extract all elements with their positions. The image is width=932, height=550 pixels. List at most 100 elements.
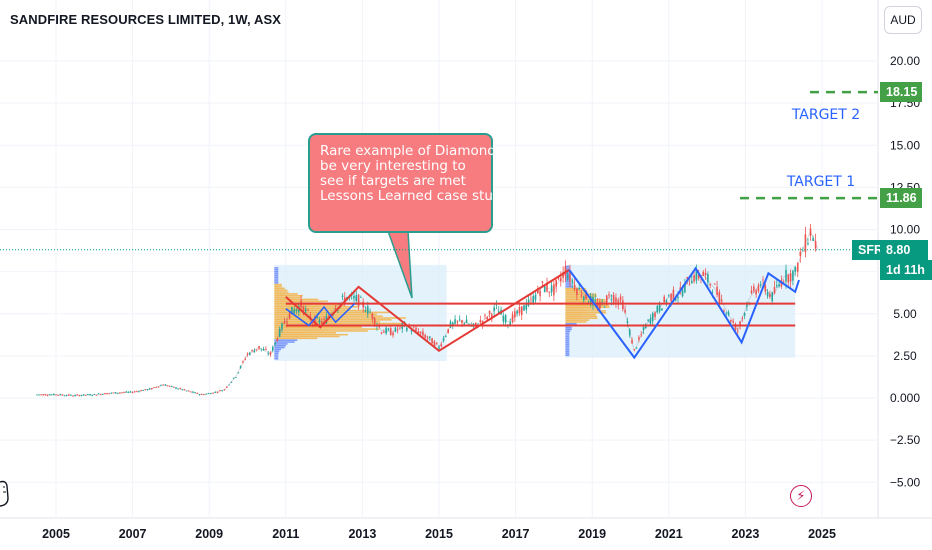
volume-profile-bar [565, 345, 570, 347]
volume-profile-bar [565, 280, 570, 283]
candle-body [133, 391, 136, 393]
candle-body [228, 384, 230, 386]
candle-body [175, 387, 177, 389]
candle-body [177, 388, 179, 390]
candle-body [412, 327, 415, 329]
candle-body [269, 352, 272, 355]
candle-body [516, 310, 518, 314]
volume-profile-bar [565, 339, 570, 342]
candle-body [59, 394, 62, 396]
candle-body [44, 394, 47, 396]
candle-body [684, 283, 686, 293]
candle-body [385, 327, 387, 334]
candle-body [704, 272, 707, 275]
candle-body [419, 331, 422, 334]
volume-profile-bar [576, 321, 587, 323]
volume-profile-bar [274, 285, 279, 288]
candle-body [200, 394, 203, 395]
candle-body [520, 306, 523, 315]
volume-profile-bar [279, 287, 285, 290]
candle-body [814, 241, 817, 249]
volume-profile-bar [565, 287, 577, 290]
candle-body [78, 395, 81, 397]
pattern-drawings: TARGET 2 TARGET 1 [0, 90, 878, 360]
candle-body [771, 292, 774, 302]
candle-body [759, 284, 762, 286]
candle-body [42, 394, 45, 396]
candle-body [451, 322, 454, 325]
candle-body [504, 315, 507, 323]
candle-body [196, 392, 199, 394]
candle-body [48, 394, 51, 396]
candle-body [170, 386, 173, 387]
y-tick-label: 0.000 [890, 391, 920, 405]
candle-body [378, 326, 381, 328]
volume-profile-bar [565, 310, 587, 312]
candle-body [711, 292, 714, 293]
bolt-icon[interactable]: ⚡ [790, 485, 812, 507]
volume-profile-bar [274, 331, 307, 334]
candle-body [633, 349, 636, 350]
volume-profile-bar [274, 343, 288, 345]
candle-body [599, 302, 601, 309]
candle-body [608, 294, 610, 296]
volume-profile-bar [565, 330, 571, 333]
y-tick-label: −5.00 [890, 475, 921, 489]
candle-body [341, 295, 344, 297]
candle-body [237, 372, 240, 374]
volume-profile-bar [274, 348, 281, 351]
candle-body [656, 306, 659, 313]
volume-profile-bar [329, 320, 380, 323]
currency-button[interactable]: AUD [884, 6, 922, 34]
candle-body [417, 331, 420, 335]
candle-body [804, 234, 807, 253]
candle-body [550, 285, 553, 293]
candle-body [631, 339, 633, 344]
x-tick-label: 2023 [731, 527, 759, 541]
target-1-price-label: 11.86 [880, 188, 922, 209]
candle-body [596, 303, 599, 309]
candle-body [785, 269, 787, 282]
candle-body [665, 300, 668, 303]
volume-profile-bar [281, 291, 289, 293]
candle-body [514, 311, 516, 318]
candle-body [693, 275, 695, 282]
volume-profile-bar [274, 350, 280, 353]
volume-profile-bar [274, 274, 279, 277]
volume-profile-bar [313, 333, 348, 336]
volume-profile-bar [565, 354, 570, 357]
candle-body [314, 316, 316, 326]
candle-body [438, 346, 440, 349]
candle-body [114, 392, 117, 394]
volume-profile-bar [565, 308, 583, 310]
candle-body [541, 281, 544, 283]
candle-body [203, 394, 205, 396]
volume-profile-bar [577, 319, 590, 321]
volume-profile-bar [565, 347, 570, 349]
hand-icon[interactable] [0, 478, 10, 508]
candle-body [76, 394, 79, 396]
annotation-callout[interactable]: Rare example of Diamond be very interest… [308, 133, 509, 233]
candle-body [743, 312, 746, 316]
candle-body [776, 285, 778, 287]
candle-body [355, 295, 358, 301]
candle-body [91, 395, 93, 397]
candle-body [622, 300, 624, 310]
target-1-text: TARGET 1 [786, 174, 855, 190]
candle-body [357, 294, 360, 307]
volume-profile-bar [320, 326, 362, 329]
candle-body [484, 315, 486, 317]
volume-profile-bar [565, 267, 570, 270]
candle-body [221, 390, 224, 392]
candle-body [569, 271, 571, 282]
candle-body [253, 350, 256, 353]
volume-profile-bar [274, 354, 279, 356]
volume-profile-bar [565, 343, 570, 346]
candle-body [794, 266, 796, 272]
target-2-text: TARGET 2 [791, 107, 860, 123]
candle-body [307, 309, 309, 311]
volume-profile-bar [588, 304, 609, 307]
volume-profile-bar [278, 285, 282, 288]
volume-profiles [274, 264, 796, 361]
